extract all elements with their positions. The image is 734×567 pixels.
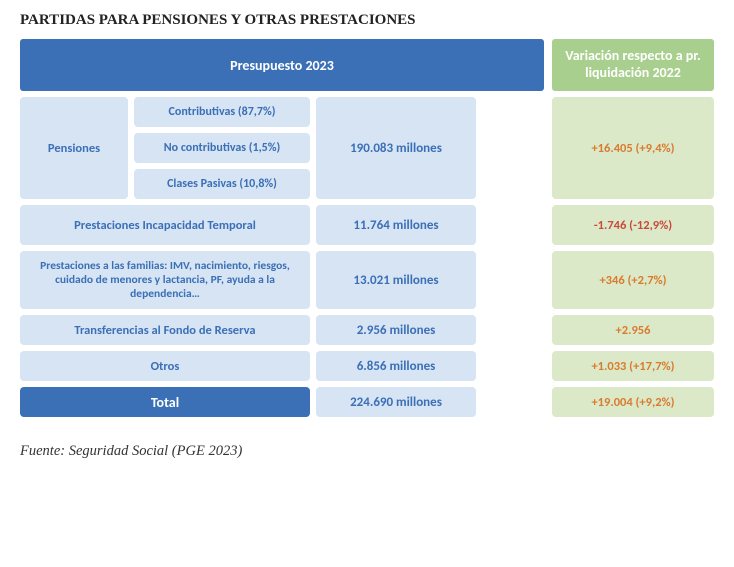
amt-total: 224.690 millones	[316, 387, 476, 417]
amt-otros: 6.856 millones	[316, 351, 476, 381]
sub-clases-pasivas: Clases Pasivas (10,8%)	[134, 169, 310, 199]
cat-pensiones: Pensiones	[20, 97, 128, 199]
cat-incapacidad: Prestaciones Incapacidad Temporal	[20, 205, 310, 245]
variation-column: Variación respecto a pr. liquidación 202…	[552, 39, 714, 417]
header-budget: Presupuesto 2023	[20, 39, 544, 91]
source-line: Fuente: Seguridad Social (PGE 2023)	[20, 443, 714, 460]
amt-pensiones: 190.083 millones	[316, 97, 476, 199]
budget-table: Presupuesto 2023 Pensiones Contributivas…	[20, 39, 714, 417]
budget-column: Presupuesto 2023 Pensiones Contributivas…	[20, 39, 544, 417]
var-reserva: +2.956	[552, 315, 714, 345]
cat-total: Total	[20, 387, 310, 417]
amt-reserva: 2.956 millones	[316, 315, 476, 345]
cat-otros: Otros	[20, 351, 310, 381]
subcats-pensiones: Contributivas (87,7%) No contributivas (…	[134, 97, 310, 199]
sub-contributivas: Contributivas (87,7%)	[134, 97, 310, 127]
var-pensiones: +16.405 (+9,4%)	[552, 97, 714, 199]
header-variation: Variación respecto a pr. liquidación 202…	[552, 39, 714, 91]
row-pensiones: Pensiones Contributivas (87,7%) No contr…	[20, 97, 544, 199]
row-reserva: Transferencias al Fondo de Reserva 2.956…	[20, 315, 544, 345]
page-title: PARTIDAS PARA PENSIONES Y OTRAS PRESTACI…	[20, 12, 714, 29]
var-otros: +1.033 (+17,7%)	[552, 351, 714, 381]
var-total: +19.004 (+9,2%)	[552, 387, 714, 417]
row-otros: Otros 6.856 millones	[20, 351, 544, 381]
var-familias: +346 (+2,7%)	[552, 251, 714, 309]
cat-familias: Prestaciones a las familias: IMV, nacimi…	[20, 251, 310, 309]
amt-familias: 13.021 millones	[316, 251, 476, 309]
row-familias: Prestaciones a las familias: IMV, nacimi…	[20, 251, 544, 309]
row-total: Total 224.690 millones	[20, 387, 544, 417]
row-incapacidad: Prestaciones Incapacidad Temporal 11.764…	[20, 205, 544, 245]
sub-no-contributivas: No contributivas (1,5%)	[134, 133, 310, 163]
cat-reserva: Transferencias al Fondo de Reserva	[20, 315, 310, 345]
var-incapacidad: -1.746 (-12,9%)	[552, 205, 714, 245]
amt-incapacidad: 11.764 millones	[316, 205, 476, 245]
